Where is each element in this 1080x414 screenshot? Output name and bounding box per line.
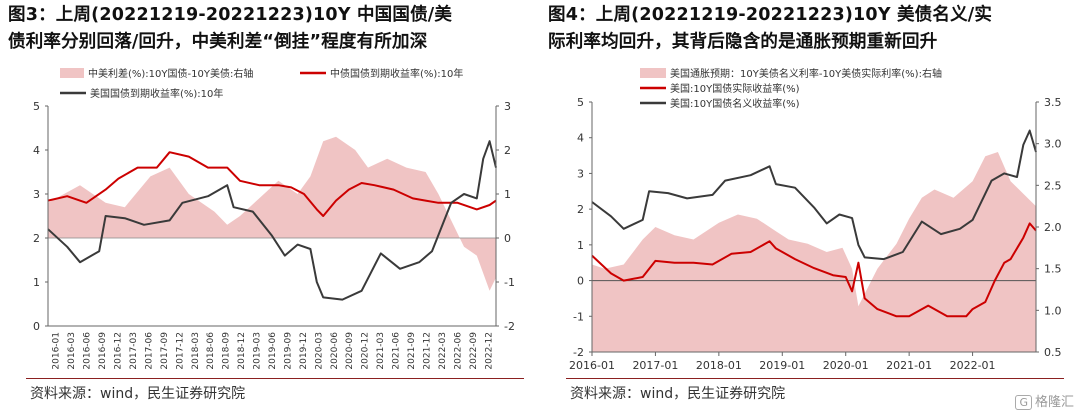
source-note: 资料来源：wind，民生证券研究院 bbox=[30, 386, 246, 402]
y-right-tick-label: 3 bbox=[504, 100, 511, 113]
watermark-logo-icon: G bbox=[1015, 395, 1032, 410]
x-tick-label: 2018-09 bbox=[222, 332, 232, 370]
x-tick-label: 2017-06 bbox=[144, 332, 154, 370]
y-left-tick-label: 0 bbox=[33, 320, 40, 333]
y-right-tick-label: 0 bbox=[504, 232, 511, 245]
chart-title: 图4：上周(20221219-20221223)10Y 美债名义/实 际利率均回… bbox=[548, 2, 1068, 56]
x-tick-label: 2018-03 bbox=[191, 332, 201, 370]
x-tick-label: 2021-12 bbox=[423, 332, 433, 370]
x-tick-label: 2020-09 bbox=[345, 332, 355, 370]
y-left-tick-label: 3 bbox=[33, 188, 40, 201]
y-right-tick-label: 2.5 bbox=[1044, 179, 1062, 192]
x-tick-label: 2019-03 bbox=[253, 332, 263, 370]
x-tick-label: 2016-06 bbox=[83, 332, 93, 370]
y-left-tick-label: 4 bbox=[33, 144, 40, 157]
y-right-tick-label: -2 bbox=[504, 320, 515, 333]
legend-label: 美国国债到期收益率(%):10年 bbox=[90, 87, 223, 100]
x-tick-label: 2016-01 bbox=[52, 332, 62, 370]
watermark-text: 格隆汇 bbox=[1034, 395, 1074, 410]
chart-title-line-1: 图3：上周(20221219-20221223)10Y 中国国债/美 bbox=[8, 5, 453, 25]
x-tick-label: 2022-09 bbox=[469, 332, 479, 370]
x-tick-label: 2018-12 bbox=[237, 332, 247, 370]
y-right-tick-label: 3.0 bbox=[1044, 138, 1062, 151]
chart-panel-right: 图4：上周(20221219-20221223)10Y 美债名义/实 际利率均回… bbox=[540, 0, 1080, 414]
y-right-tick-label: 1 bbox=[504, 188, 511, 201]
x-tick-label: 2018-06 bbox=[206, 332, 216, 370]
legend-swatch-area bbox=[640, 68, 666, 78]
y-right-tick-label: -1 bbox=[504, 276, 515, 289]
x-tick-label: 2021-03 bbox=[376, 332, 386, 370]
x-tick-label: 2016-12 bbox=[114, 332, 124, 370]
legend-label: 美国:10Y国债实际收益率(%) bbox=[670, 82, 800, 95]
legend-label: 美国通胀预期：10Y美债名义利率-10Y美债实际利率(%):右轴 bbox=[670, 67, 942, 80]
x-tick-label: 2019-06 bbox=[268, 332, 278, 370]
y-right-tick-label: 0.5 bbox=[1044, 346, 1062, 359]
chart-title: 图3：上周(20221219-20221223)10Y 中国国债/美 债利率分别… bbox=[8, 2, 528, 56]
legend-label: 中债国债到期收益率(%):10年 bbox=[330, 67, 463, 80]
x-tick-label: 2021-06 bbox=[392, 332, 402, 370]
x-tick-label: 2022-01 bbox=[950, 359, 996, 372]
source-divider bbox=[26, 378, 524, 379]
line-series-primary bbox=[47, 151, 497, 217]
y-right-tick-label: 3.5 bbox=[1044, 96, 1062, 109]
area-series-spread bbox=[48, 136, 496, 291]
y-right-tick-label: 2 bbox=[504, 144, 511, 157]
line-series-secondary bbox=[47, 140, 497, 301]
line-series-primary bbox=[591, 222, 1037, 318]
x-tick-label: 2016-09 bbox=[98, 332, 108, 370]
y-left-tick-label: 1 bbox=[33, 276, 40, 289]
y-left-tick-label: 1 bbox=[577, 239, 584, 252]
x-tick-label: 2022-03 bbox=[438, 332, 448, 370]
x-tick-label: 2022-12 bbox=[484, 332, 494, 370]
y-left-tick-label: -1 bbox=[573, 310, 584, 323]
x-tick-label: 2018-01 bbox=[696, 359, 742, 372]
x-tick-label: 2017-01 bbox=[632, 359, 678, 372]
x-tick-label: 2019-09 bbox=[283, 332, 293, 370]
source-note: 资料来源：wind，民生证券研究院 bbox=[570, 386, 786, 402]
chart-title-line-1: 图4：上周(20221219-20221223)10Y 美债名义/实 bbox=[548, 5, 993, 25]
y-left-tick-label: 5 bbox=[33, 100, 40, 113]
chart-panel-left: 图3：上周(20221219-20221223)10Y 中国国债/美 债利率分别… bbox=[8, 2, 528, 402]
x-tick-label: 2017-03 bbox=[129, 332, 139, 370]
x-tick-label: 2016-03 bbox=[67, 332, 77, 370]
legend-label: 中美利差(%):10Y国债-10Y美债:右轴 bbox=[88, 67, 253, 80]
legend-label: 美国:10Y国债名义收益率(%) bbox=[670, 97, 800, 110]
y-right-tick-label: 1.5 bbox=[1044, 263, 1062, 276]
x-tick-label: 2016-01 bbox=[569, 359, 615, 372]
x-tick-label: 2021-09 bbox=[407, 332, 417, 370]
chart-title-line-2: 债利率分别回落/回升，中美利差“倒挂”程度有所加深 bbox=[8, 32, 428, 52]
watermark: G 格隆汇 bbox=[1015, 391, 1074, 410]
legend-swatch-area bbox=[60, 68, 84, 78]
y-left-tick-label: 3 bbox=[577, 167, 584, 180]
chart-title-line-2: 际利率均回升，其背后隐含的是通胀预期重新回升 bbox=[548, 32, 938, 52]
x-tick-label: 2017-12 bbox=[175, 332, 185, 370]
source-divider bbox=[566, 378, 1064, 379]
y-left-tick-label: 2 bbox=[33, 232, 40, 245]
x-tick-label: 2020-06 bbox=[330, 332, 340, 370]
x-tick-label: 2020-01 bbox=[823, 359, 869, 372]
y-right-tick-label: 2.0 bbox=[1044, 221, 1062, 234]
x-tick-label: 2020-12 bbox=[361, 332, 371, 370]
area-series-spread bbox=[592, 152, 1036, 352]
y-left-tick-label: 5 bbox=[577, 96, 584, 109]
y-right-tick-label: 1.0 bbox=[1044, 304, 1062, 317]
line-series-secondary bbox=[591, 129, 1037, 261]
y-left-tick-label: 4 bbox=[577, 132, 584, 145]
y-left-tick-label: 0 bbox=[577, 275, 584, 288]
x-tick-label: 2020-03 bbox=[314, 332, 324, 370]
x-tick-label: 2019-01 bbox=[759, 359, 805, 372]
y-left-tick-label: 2 bbox=[577, 203, 584, 216]
x-tick-label: 2021-01 bbox=[886, 359, 932, 372]
chart-area-right: -2 -1 0 1 2 3 4 5 0.5 1.0 1.5 2.0 2.5 3.0 3.5 2016-01 20… bbox=[569, 67, 1062, 372]
y-left-tick-label: -2 bbox=[573, 346, 584, 359]
x-tick-label: 2017-09 bbox=[160, 332, 170, 370]
x-tick-label: 2019-12 bbox=[299, 332, 309, 370]
chart-area-left: 0 1 2 3 4 5 -2 -1 0 1 2 3 2016-01 2016-03 2016-06 2016-… bbox=[33, 67, 515, 370]
x-tick-label: 2022-06 bbox=[453, 332, 463, 370]
